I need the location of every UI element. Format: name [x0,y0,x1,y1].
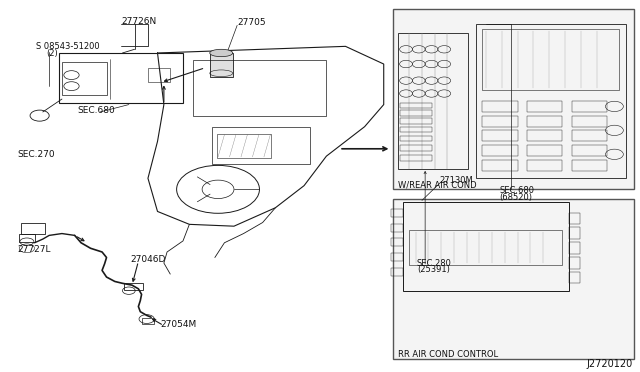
Bar [400,136,432,141]
Bar [572,160,607,171]
Bar [568,212,580,224]
Bar [527,116,562,127]
Bar [568,257,580,269]
Bar [400,145,432,151]
Bar [141,318,154,324]
Bar [148,68,170,83]
Bar [217,134,271,158]
Text: 27705: 27705 [237,18,266,27]
Bar [20,223,45,234]
Bar [572,145,607,156]
Bar [400,155,432,161]
Bar [572,130,607,141]
Text: S 08543-51200: S 08543-51200 [36,42,100,51]
Bar [392,224,403,232]
Text: 27130M: 27130M [440,176,474,185]
Bar [527,160,562,171]
Text: SEC.280: SEC.280 [417,259,452,267]
Text: J2720120: J2720120 [586,359,632,369]
Bar [483,130,518,141]
Text: 27054M: 27054M [161,320,197,330]
Bar [483,101,518,112]
Bar [394,199,634,359]
Bar [397,33,468,169]
Bar [476,23,626,178]
Bar [409,230,562,265]
Bar [400,103,432,108]
Bar [400,110,432,116]
Bar [572,101,607,112]
Bar [394,10,634,189]
Bar [124,283,143,289]
Text: SEC.270: SEC.270 [17,150,55,159]
Ellipse shape [210,49,233,57]
Bar [527,145,562,156]
Bar [483,116,518,127]
Bar [568,242,580,254]
Bar [62,62,106,95]
Bar [483,160,518,171]
Bar [400,127,432,132]
Bar [527,101,562,112]
Text: 27727L: 27727L [17,244,51,254]
Bar [392,209,403,217]
Bar [59,53,183,103]
Text: W/REAR AIR COND: W/REAR AIR COND [398,180,477,189]
Bar [483,29,620,90]
Text: SEC.680: SEC.680 [500,186,534,195]
Bar [568,272,580,283]
Text: RR AIR COND CONTROL: RR AIR COND CONTROL [397,350,498,359]
Bar [392,268,403,276]
Text: (25391): (25391) [417,265,450,274]
Bar [403,202,568,291]
Bar [19,234,35,242]
Bar [527,130,562,141]
Bar [193,60,326,116]
Bar [212,127,310,164]
Text: 27726N: 27726N [121,17,156,26]
Text: (2): (2) [46,49,58,58]
Bar [400,118,432,124]
Bar [210,53,233,77]
Bar [392,238,403,247]
Text: 27046D: 27046D [130,255,166,264]
Bar [483,145,518,156]
Text: (68520): (68520) [500,193,532,202]
Text: SEC.680: SEC.680 [78,106,116,115]
Bar [392,253,403,261]
Bar [572,116,607,127]
Bar [568,227,580,239]
